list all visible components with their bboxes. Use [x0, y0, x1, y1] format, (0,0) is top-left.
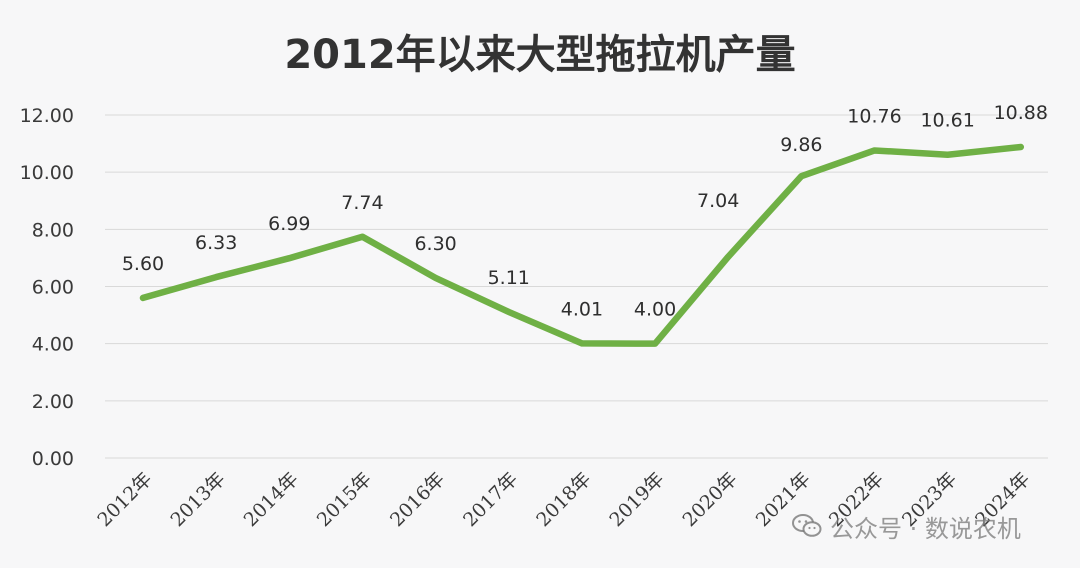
y-tick-label: 12.00 — [20, 105, 74, 127]
data-label: 6.99 — [268, 213, 310, 235]
x-tick-label: 2020年 — [679, 468, 742, 531]
data-label: 6.30 — [414, 233, 456, 255]
grid-lines — [105, 114, 1048, 459]
data-label: 6.33 — [195, 232, 237, 254]
series-line — [139, 143, 1025, 347]
x-tick-label: 2019年 — [605, 468, 668, 531]
data-label: 7.04 — [697, 190, 739, 212]
data-label: 10.76 — [847, 105, 901, 127]
series — [139, 143, 1025, 347]
wechat-icon — [792, 514, 822, 537]
data-label: 10.61 — [920, 110, 974, 132]
x-tick-label: 2015年 — [313, 468, 376, 531]
x-tick-label: 2012年 — [93, 468, 156, 531]
y-tick-label: 6.00 — [32, 277, 74, 299]
x-tick-label: 2018年 — [532, 468, 595, 531]
y-tick-label: 0.00 — [32, 448, 74, 470]
data-label: 9.86 — [780, 134, 822, 156]
y-axis-ticks: 0.00 2.00 4.00 6.00 8.00 10.00 12.00 — [20, 105, 74, 470]
x-tick-label: 2013年 — [166, 468, 229, 531]
x-tick-label: 2016年 — [386, 468, 449, 531]
watermark-text: 公众号 · 数说农机 — [830, 514, 1021, 543]
data-label: 10.88 — [994, 102, 1048, 124]
y-tick-label: 4.00 — [32, 334, 74, 356]
data-label: 5.60 — [122, 253, 164, 275]
data-labels: 5.60 6.33 6.99 7.74 6.30 5.11 4.01 4.00 7.04 9.86… — [122, 102, 1048, 321]
y-tick-label: 10.00 — [20, 162, 74, 184]
x-tick-label: 2014年 — [240, 468, 303, 531]
data-label: 4.00 — [634, 299, 676, 321]
data-label: 7.74 — [341, 192, 383, 214]
y-tick-label: 2.00 — [32, 391, 74, 413]
y-tick-label: 8.00 — [32, 219, 74, 241]
chart-title: 2012年以来大型拖拉机产量 — [284, 32, 796, 78]
x-tick-label: 2017年 — [459, 468, 522, 531]
data-label: 5.11 — [488, 267, 530, 289]
watermark: 公众号 · 数说农机 — [792, 508, 1021, 544]
data-label: 4.01 — [561, 298, 603, 320]
